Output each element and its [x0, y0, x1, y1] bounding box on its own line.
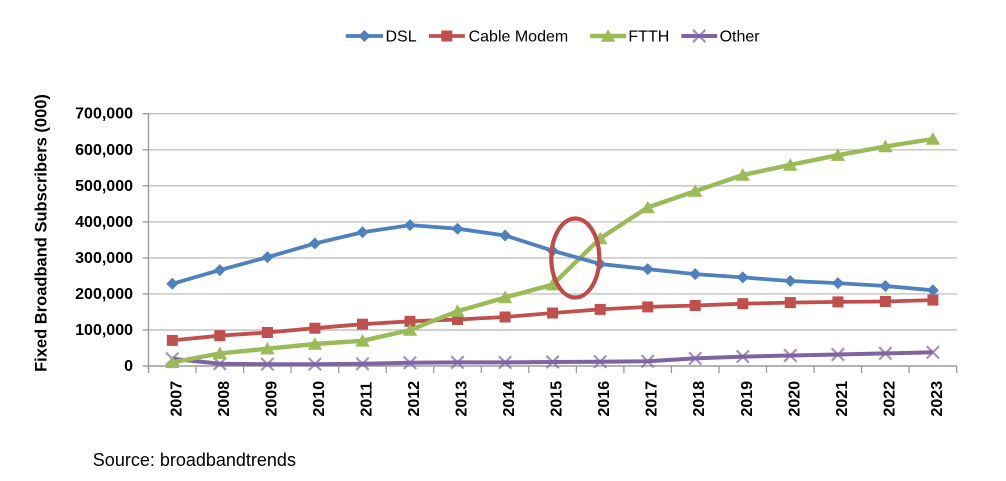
svg-text:2023: 2023 [929, 381, 946, 417]
svg-text:2013: 2013 [454, 381, 471, 417]
svg-text:Cable Modem: Cable Modem [469, 29, 569, 46]
svg-text:2014: 2014 [501, 381, 518, 417]
svg-text:2016: 2016 [596, 381, 613, 417]
svg-text:DSL: DSL [386, 29, 417, 46]
svg-text:0: 0 [124, 358, 133, 375]
svg-text:2015: 2015 [549, 381, 566, 417]
svg-text:Other: Other [720, 29, 761, 46]
svg-text:Source: broadbandtrends: Source: broadbandtrends [93, 450, 296, 470]
svg-text:700,000: 700,000 [75, 106, 133, 123]
svg-text:FTTH: FTTH [628, 29, 669, 46]
svg-text:2021: 2021 [834, 381, 851, 417]
svg-text:2019: 2019 [739, 381, 756, 417]
svg-text:Fixed Broadband Subscribers (0: Fixed Broadband Subscribers (000) [33, 94, 51, 372]
svg-text:2022: 2022 [881, 381, 898, 417]
svg-text:600,000: 600,000 [75, 142, 133, 159]
svg-text:2017: 2017 [644, 381, 661, 417]
svg-text:100,000: 100,000 [75, 322, 133, 339]
svg-text:2008: 2008 [216, 381, 233, 417]
svg-text:2007: 2007 [168, 381, 185, 417]
svg-text:300,000: 300,000 [75, 250, 133, 267]
svg-text:2010: 2010 [311, 381, 328, 417]
svg-text:500,000: 500,000 [75, 178, 133, 195]
svg-text:2012: 2012 [406, 381, 423, 417]
svg-text:2018: 2018 [691, 381, 708, 417]
svg-text:2009: 2009 [263, 381, 280, 417]
svg-text:2011: 2011 [359, 382, 376, 417]
svg-text:400,000: 400,000 [75, 214, 133, 231]
svg-text:2020: 2020 [786, 381, 803, 417]
svg-text:200,000: 200,000 [75, 286, 133, 303]
